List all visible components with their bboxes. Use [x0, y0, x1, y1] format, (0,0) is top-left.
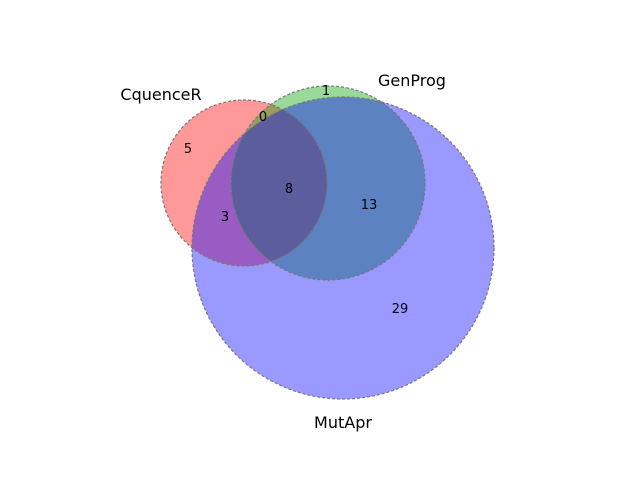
cquencer-label: CquenceR: [120, 85, 201, 104]
region-cquencer-mutapr: 3: [221, 210, 229, 225]
mutapr-outline: [191, 96, 495, 400]
mutapr-label: MutApr: [314, 413, 372, 432]
region-cquencer-genprog: 0: [259, 110, 267, 125]
cquencer-outline: [160, 99, 328, 267]
venn-outlines: [160, 85, 495, 400]
genprog-outline: [230, 85, 426, 281]
region-mutapr-only: 29: [392, 302, 409, 317]
region-genprog-mutapr: 13: [361, 198, 378, 213]
genprog-label: GenProg: [378, 71, 446, 90]
region-genprog-only: 1: [322, 84, 330, 99]
cquencer-circle: [161, 100, 327, 266]
genprog-circle: [231, 86, 425, 280]
region-all-three: 8: [285, 182, 293, 197]
venn-circles: [161, 86, 494, 399]
mutapr-circle: [192, 97, 494, 399]
region-cquencer-only: 5: [184, 142, 192, 157]
